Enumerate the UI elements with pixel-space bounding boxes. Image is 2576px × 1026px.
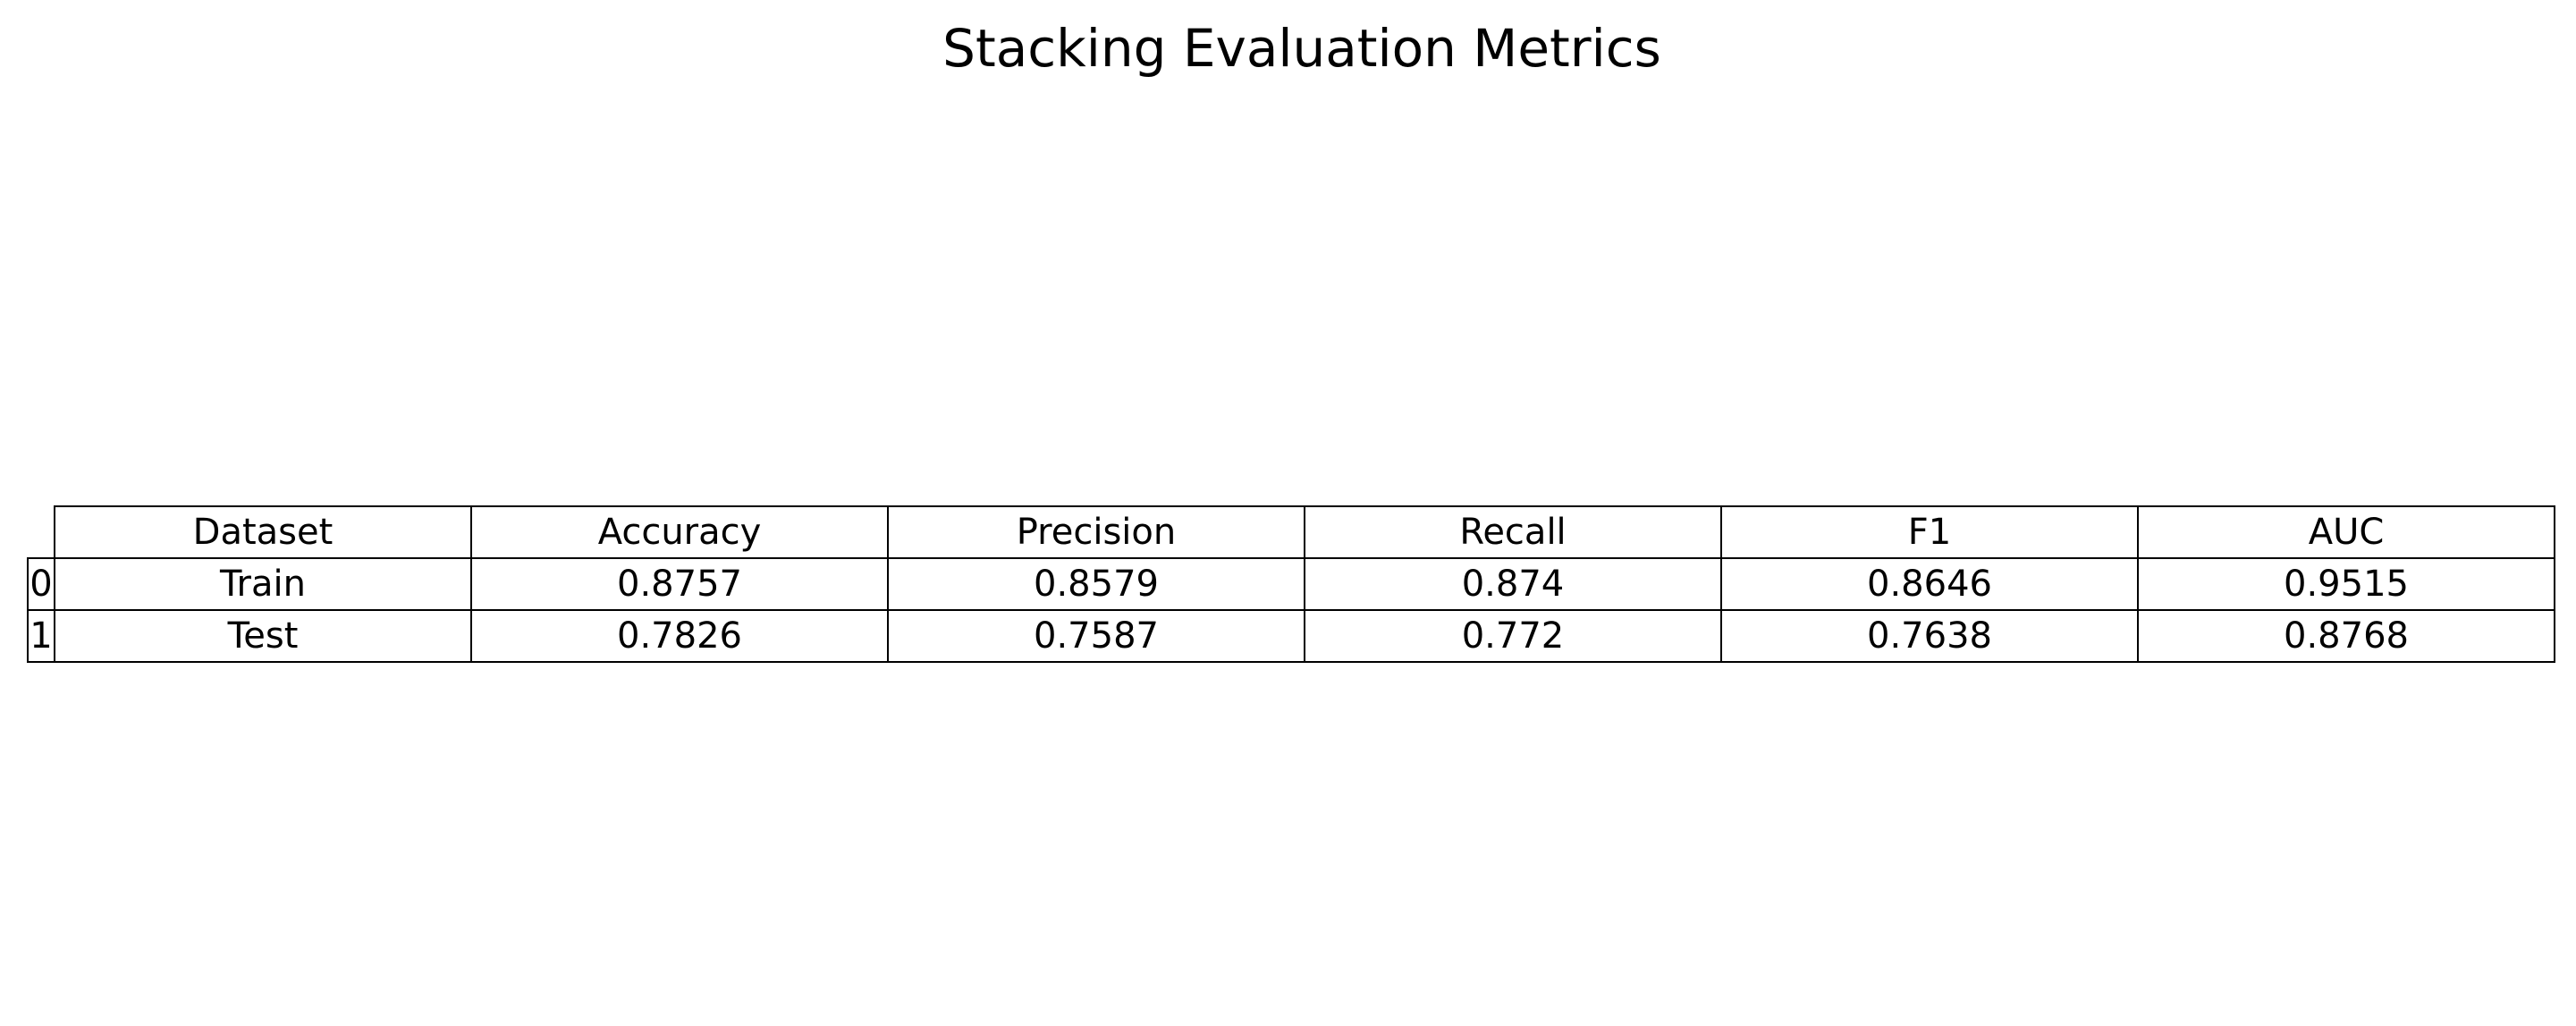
table-row: 0 Train 0.8757 0.8579 0.874 0.8646 0.951… [27, 557, 2555, 611]
table-cell-auc: 0.9515 [2137, 557, 2555, 611]
row-index-cell: 1 [27, 609, 55, 663]
row-index-cell: 0 [27, 557, 55, 611]
column-header-accuracy: Accuracy [470, 505, 889, 559]
table-cell-f1: 0.8646 [1720, 557, 2139, 611]
table-cell-recall: 0.874 [1304, 557, 1722, 611]
table-cell-auc: 0.8768 [2137, 609, 2555, 663]
column-header-auc: AUC [2137, 505, 2555, 559]
table-cell-accuracy: 0.8757 [470, 557, 889, 611]
column-header-dataset: Dataset [54, 505, 472, 559]
table-cell-precision: 0.8579 [887, 557, 1305, 611]
table-cell-accuracy: 0.7826 [470, 609, 889, 663]
table-row: 1 Test 0.7826 0.7587 0.772 0.7638 0.8768 [27, 609, 2555, 663]
table-cell-dataset: Test [54, 609, 472, 663]
column-header-recall: Recall [1304, 505, 1722, 559]
column-header-precision: Precision [887, 505, 1305, 559]
table-cell-dataset: Train [54, 557, 472, 611]
table-cell-precision: 0.7587 [887, 609, 1305, 663]
table-header-row: Dataset Accuracy Precision Recall F1 AUC [28, 505, 2555, 559]
chart-title: Stacking Evaluation Metrics [942, 18, 1661, 79]
column-header-f1: F1 [1720, 505, 2139, 559]
table-cell-recall: 0.772 [1304, 609, 1722, 663]
table-cell-f1: 0.7638 [1720, 609, 2139, 663]
table-corner-cell [28, 506, 55, 558]
metrics-table: Dataset Accuracy Precision Recall F1 AUC… [27, 505, 2555, 663]
